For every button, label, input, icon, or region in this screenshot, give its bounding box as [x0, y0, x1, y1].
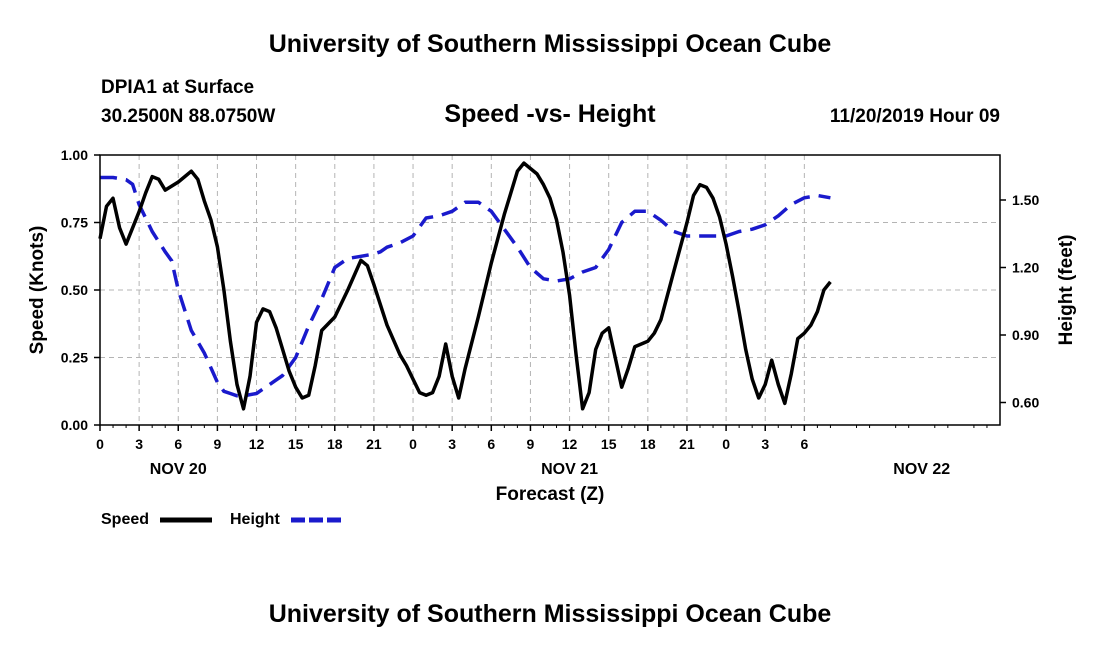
height-series-line [100, 175, 831, 398]
station-coordinates: 30.2500N 88.0750W [101, 106, 276, 127]
y-left-axis-title: Speed (Knots) [27, 226, 48, 355]
x-day-label: NOV 20 [150, 461, 207, 478]
y-left-tick-label: 1.00 [61, 147, 88, 163]
chart-subtitle: Speed -vs- Height [444, 100, 656, 128]
chart-legend: Speed Height [101, 511, 343, 528]
x-tick-label: 3 [761, 436, 769, 452]
y-left-tick-label: 0.00 [61, 417, 88, 433]
y-right-tick-label: 1.50 [1012, 192, 1039, 208]
x-tick-label: 3 [448, 436, 456, 452]
y-right-tick-label: 0.90 [1012, 327, 1039, 343]
legend-height-label: Height [230, 511, 280, 528]
x-tick-label: 6 [174, 436, 182, 452]
y-right-tick-label: 0.60 [1012, 395, 1039, 411]
x-tick-label: 6 [800, 436, 808, 452]
legend-speed-label: Speed [101, 511, 149, 528]
y-right-tick-label: 1.20 [1012, 260, 1039, 276]
y-left-tick-label: 0.50 [61, 282, 88, 298]
x-axis-title: Forecast (Z) [496, 484, 605, 505]
x-tick-label: 18 [327, 436, 343, 452]
x-tick-label: 0 [409, 436, 417, 452]
station-name: DPIA1 at Surface [101, 77, 255, 98]
x-tick-label: 0 [722, 436, 730, 452]
speed-series-line [98, 161, 832, 411]
x-tick-label: 9 [527, 436, 535, 452]
y-left-tick-label: 0.75 [61, 215, 88, 231]
x-tick-label: 9 [213, 436, 221, 452]
plot-series [98, 161, 832, 411]
y-right-axis-title: Height (feet) [1056, 235, 1077, 346]
chart-axes: 0 3 6 9 12 15 18 21 0 3 6 9 12 15 18 21 0 3 6 NOV 20 NOV 21 N… [27, 147, 1077, 505]
main-title: University of Southern Mississippi Ocean… [268, 30, 832, 58]
x-tick-label: 0 [96, 436, 104, 452]
x-tick-label: 15 [601, 436, 617, 452]
x-tick-label: 12 [562, 436, 578, 452]
x-tick-label: 15 [288, 436, 304, 452]
x-tick-label: 3 [135, 436, 143, 452]
y-left-tick-label: 0.25 [61, 350, 88, 366]
x-tick-label: 21 [366, 436, 382, 452]
x-tick-label: 6 [487, 436, 495, 452]
x-tick-label: 21 [679, 436, 695, 452]
x-day-label: NOV 22 [893, 461, 950, 478]
x-tick-label: 18 [640, 436, 656, 452]
forecast-datetime: 11/20/2019 Hour 09 [829, 106, 1000, 127]
footer-title: University of Southern Mississippi Ocean… [268, 600, 832, 628]
x-day-label: NOV 21 [541, 461, 598, 478]
x-tick-label: 12 [249, 436, 265, 452]
